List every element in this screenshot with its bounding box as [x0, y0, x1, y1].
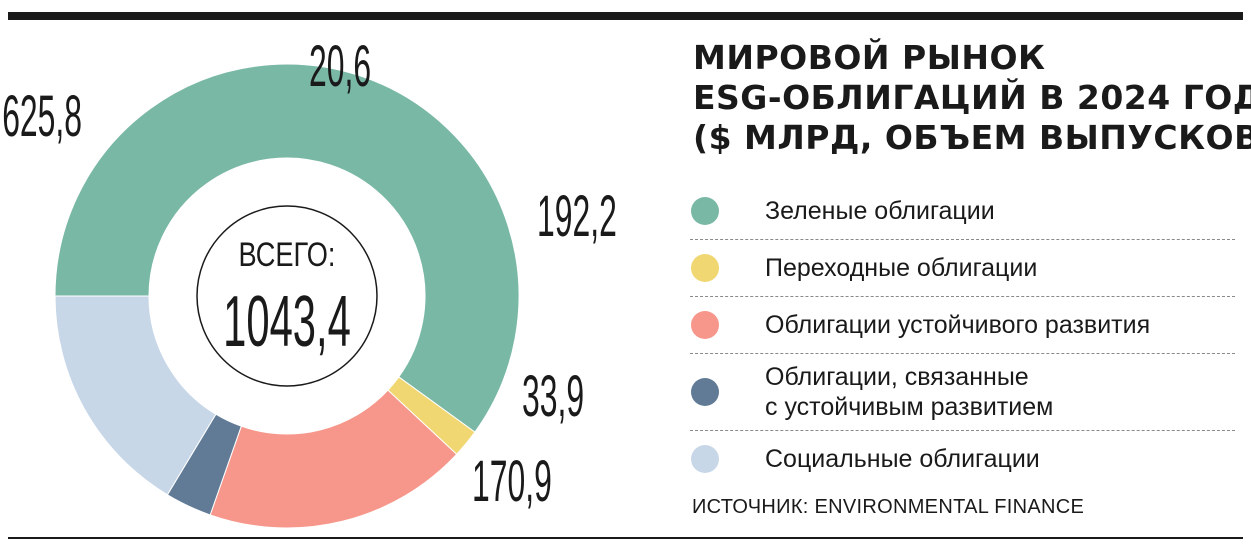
chart-title: МИРОВОЙ РЫНОК ESG-ОБЛИГАЦИЙ В 2024 ГОДУ … [693, 38, 1251, 158]
center-total-value: 1043,4 [223, 282, 351, 362]
legend-swatch [691, 445, 719, 473]
slice-value-label: 170,9 [472, 449, 552, 513]
legend-item: Социальные облигации [690, 431, 1235, 487]
chart-title-line-2: ESG-ОБЛИГАЦИЙ В 2024 ГОДУ [693, 78, 1251, 117]
center-circle [196, 205, 378, 387]
legend-label-line: Социальные облигации [765, 445, 1040, 473]
legend-label: Облигации, связанные с устойчивым развити… [765, 362, 1053, 422]
legend-item: Переходные облигации [690, 240, 1235, 297]
legend: Зеленые облигации Переходные облигации Обл… [690, 183, 1235, 487]
chart-title-line-1: МИРОВОЙ РЫНОК [693, 38, 1046, 77]
legend-swatch [691, 378, 719, 406]
legend-swatch [691, 197, 719, 225]
slice-value-label: 33,9 [522, 364, 584, 428]
legend-swatch [691, 311, 719, 339]
donut-slice [209, 389, 458, 529]
legend-label-line: Переходные облигации [765, 254, 1038, 282]
chart-title-line-3: ($ МЛРД, ОБЪЕМ ВЫПУСКОВ) [693, 118, 1251, 157]
top-rule [8, 12, 1243, 20]
legend-label: Облигации устойчивого развития [765, 310, 1150, 340]
legend-item: Облигации устойчивого развития [690, 297, 1235, 354]
bottom-rule [8, 537, 1243, 539]
legend-label: Зеленые облигации [765, 196, 995, 226]
legend-label: Социальные облигации [765, 444, 1040, 474]
source-note: ИСТОЧНИК: ENVIRONMENTAL FINANCE [692, 496, 1085, 518]
legend-item: Облигации, связанные с устойчивым развити… [690, 354, 1235, 431]
slice-value-label: 625,8 [2, 84, 82, 148]
legend-label-line: с устойчивым развитием [765, 393, 1054, 421]
legend-label-line: Зеленые облигации [765, 197, 995, 225]
legend-label: Переходные облигации [765, 253, 1037, 283]
legend-label-line: Облигации устойчивого развития [765, 311, 1151, 339]
slice-value-label: 20,6 [309, 34, 371, 98]
donut-slice [54, 295, 217, 496]
slice-value-label: 192,2 [537, 184, 617, 248]
center-total-label: ВСЕГО: [239, 235, 336, 274]
donut-chart: ВСЕГО: 1043,4 625,8 20,6 192,2 33,9 170,9 [2, 34, 617, 529]
legend-swatch [691, 254, 719, 282]
legend-label-line: Облигации, связанные [765, 363, 1029, 391]
legend-item: Зеленые облигации [690, 183, 1235, 240]
donut-slice [54, 63, 520, 433]
